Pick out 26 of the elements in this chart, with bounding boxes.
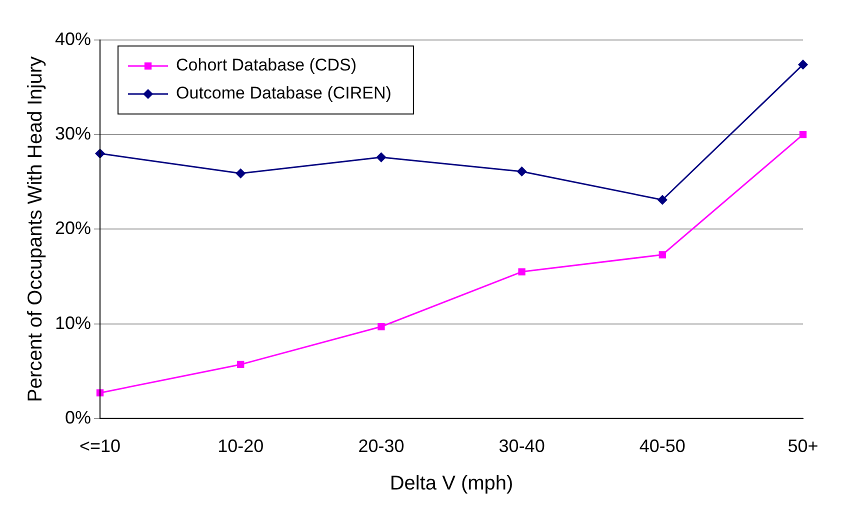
- point: [518, 268, 526, 276]
- point: [95, 148, 105, 158]
- point: [237, 360, 244, 368]
- legend-label: Cohort Database (CDS): [176, 56, 356, 75]
- point: [658, 251, 666, 258]
- point: [517, 166, 527, 176]
- x-tick-label: 50+: [788, 436, 818, 456]
- y-tick-label: 10%: [54, 312, 92, 333]
- x-tick-label: 20-30: [358, 436, 404, 456]
- y-tick-label: 30%: [54, 124, 92, 144]
- x-tick-label: 10-20: [218, 436, 264, 456]
- point: [658, 195, 668, 205]
- legend-label: Outcome Database (CIREN): [176, 84, 392, 103]
- y-axis-title: Percent of Occupants With Head Injury: [24, 56, 47, 402]
- point: [799, 131, 807, 138]
- x-tick-label: 30-40: [498, 436, 545, 456]
- point: [236, 168, 246, 178]
- x-tick-label: 40-50: [639, 436, 686, 456]
- y-tick-label: 40%: [54, 28, 92, 49]
- y-tick-label: 20%: [54, 218, 92, 238]
- point: [378, 323, 385, 330]
- point: [798, 60, 808, 70]
- x-axis-title: Delta V (mph): [390, 472, 514, 495]
- point: [376, 152, 386, 162]
- x-tick-label: <=10: [80, 436, 121, 456]
- y-tick-label: 0%: [65, 407, 92, 428]
